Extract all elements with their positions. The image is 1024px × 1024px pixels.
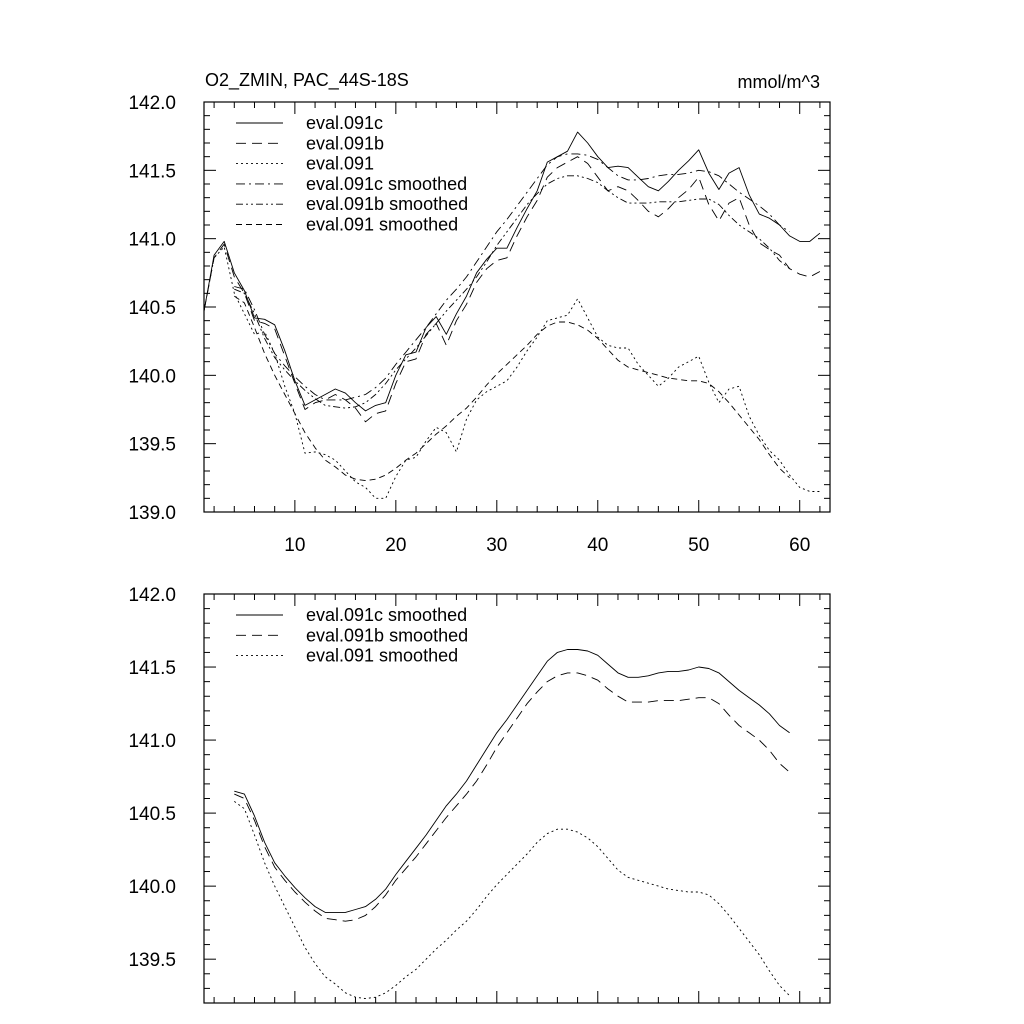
units-label: mmol/m^3 [738, 72, 820, 92]
y-tick-label: 141.5 [128, 658, 176, 679]
legend-label: eval.091 smoothed [306, 646, 458, 666]
series-group [204, 131, 821, 499]
series-line-eval-091c-smoothed [234, 153, 790, 401]
series-line-eval-091b-smoothed [234, 175, 790, 409]
y-tick-label: 139.5 [128, 435, 176, 456]
x-tick-label: 30 [486, 535, 507, 556]
legend-label: eval.091 [306, 154, 374, 174]
series-line-eval-091c [204, 131, 821, 412]
y-tick-label: 141.0 [128, 731, 176, 752]
y-tick-label: 140.5 [128, 298, 176, 319]
legend-label: eval.091b smoothed [306, 625, 468, 645]
y-tick-label: 139.5 [128, 950, 176, 971]
x-tick-label: 50 [688, 535, 709, 556]
series-line-eval-091 [204, 246, 820, 499]
x-tick-label: 20 [385, 535, 406, 556]
series-group [234, 649, 790, 1000]
y-tick-label: 140.5 [128, 804, 176, 825]
bottom-panel: 139.5 140.0 140.5 141.0 141.5 142.0 eval.091c … [128, 585, 831, 1004]
legend-label: eval.091c [306, 113, 383, 133]
series-line-eval-091b-smoothed [234, 672, 790, 922]
series-line-eval-091-smoothed [234, 295, 790, 482]
y-tick-label: 141.5 [128, 161, 176, 182]
chart-title: O2_ZMIN, PAC_44S-18S [205, 70, 409, 91]
y-tick-label: 140.0 [128, 366, 176, 387]
y-tick-label: 142.0 [128, 93, 176, 114]
y-tick-label: 139.0 [128, 503, 176, 524]
plot-frame [203, 101, 831, 513]
x-tick-label: 10 [284, 535, 305, 556]
y-tick-label: 142.0 [128, 585, 176, 606]
top-panel: 10 20 30 40 50 60 139.0 139.5 140.0 140.5 141.0 141… [128, 70, 831, 556]
y-tick-label: 140.0 [128, 877, 176, 898]
series-line-eval-091b [204, 156, 821, 423]
legend-label: eval.091 smoothed [306, 215, 458, 235]
legend-label: eval.091b [306, 133, 384, 153]
y-tick-label: 141.0 [128, 230, 176, 251]
legend-label: eval.091c smoothed [306, 605, 467, 625]
legend-label: eval.091c smoothed [306, 174, 467, 194]
series-line-eval-091c-smoothed [234, 649, 790, 913]
legend-label: eval.091b smoothed [306, 194, 468, 214]
series-line-eval-091-smoothed [234, 801, 790, 1000]
plot-frame [203, 593, 831, 1004]
x-tick-label: 40 [587, 535, 608, 556]
x-tick-label: 60 [789, 535, 810, 556]
